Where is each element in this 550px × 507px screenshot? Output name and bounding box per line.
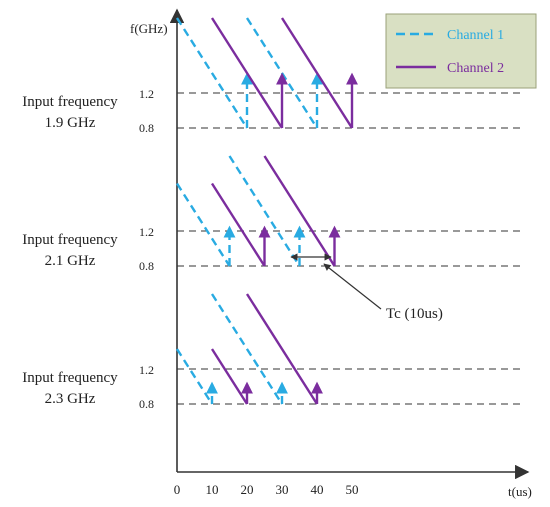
x-tick-label: 30 (276, 482, 289, 497)
panel-label-line1: Input frequency (22, 232, 118, 248)
level-low-label: 0.8 (139, 259, 154, 273)
x-tick-label: 40 (311, 482, 324, 497)
x-tick-label: 10 (206, 482, 219, 497)
legend-channel2-label: Channel 2 (447, 61, 504, 76)
panel-label-line2: 2.1 GHz (45, 253, 96, 269)
level-high-label: 1.2 (139, 87, 154, 101)
legend: Channel 1 Channel 2 (385, 13, 537, 89)
y-axis-label: f(GHz) (130, 21, 168, 36)
level-high-label: 1.2 (139, 363, 154, 377)
panel-label-line2: 2.3 GHz (45, 391, 96, 407)
channel2-ramp (210, 348, 249, 405)
channel2-ramp (263, 155, 336, 267)
level-low-label: 0.8 (139, 121, 154, 135)
tc-label: Tc (10us) (386, 306, 443, 322)
panel-label-line2: 1.9 GHz (45, 115, 96, 131)
tc-annotation: Tc (10us) (290, 253, 443, 322)
x-axis-label: t(us) (508, 484, 532, 499)
x-tick-label: 20 (241, 482, 254, 497)
legend-channel1-label: Channel 1 (447, 28, 504, 43)
axes: f(GHz) t(us) 0 10 20 30 40 50 (130, 8, 532, 499)
panel-label-line1: Input frequency (22, 370, 118, 386)
x-tick-label: 0 (174, 482, 181, 497)
panel-3: Input frequency 2.3 GHz 1.2 0.8 (22, 293, 525, 411)
channel1-ramp (210, 293, 284, 405)
panel-2: Input frequency 2.1 GHz 1.2 0.8 (22, 155, 525, 273)
x-tick-label: 50 (346, 482, 359, 497)
channel1-ramp (175, 182, 231, 267)
level-high-label: 1.2 (139, 225, 154, 239)
channel2-ramp (210, 17, 284, 129)
level-low-label: 0.8 (139, 397, 154, 411)
channel1-ramp (175, 348, 214, 405)
panel-2-ramps (175, 155, 341, 267)
channel2-ramp (280, 17, 354, 129)
panel-3-ramps (175, 293, 323, 405)
channel2-ramp (210, 182, 266, 267)
x-tick-labels: 0 10 20 30 40 50 (174, 482, 359, 497)
panel-1-ramps (175, 17, 358, 129)
panel-label-line1: Input frequency (22, 94, 118, 110)
channel2-ramp (245, 293, 319, 405)
tc-leader-line (323, 263, 382, 310)
panel-1: Input frequency 1.9 GHz 1.2 0.8 (22, 17, 525, 135)
channel1-ramp (228, 155, 301, 267)
channel1-ramp (175, 17, 249, 129)
legend-box (385, 13, 537, 89)
